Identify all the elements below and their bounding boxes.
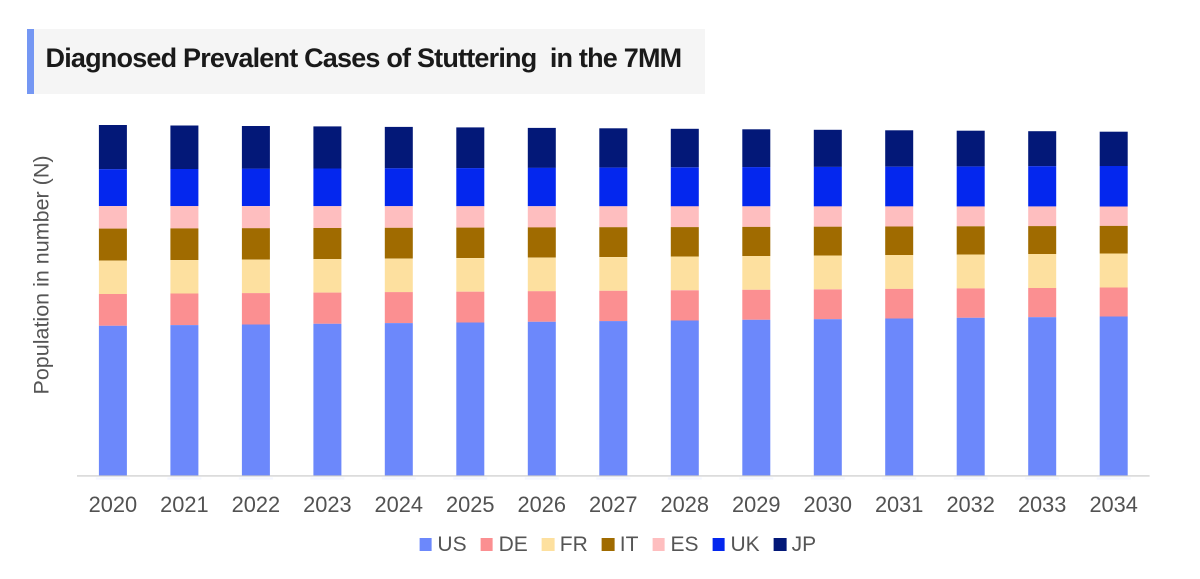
svg-text:2020: 2020 — [89, 492, 138, 517]
svg-text:2030: 2030 — [804, 492, 853, 517]
svg-text:2032: 2032 — [946, 492, 995, 517]
svg-text:2031: 2031 — [875, 492, 924, 517]
svg-text:2024: 2024 — [375, 492, 424, 517]
svg-text:2029: 2029 — [732, 492, 781, 517]
svg-text:2022: 2022 — [232, 492, 281, 517]
svg-text:2023: 2023 — [303, 492, 352, 517]
svg-text:2027: 2027 — [589, 492, 638, 517]
svg-text:2021: 2021 — [160, 492, 209, 517]
svg-text:2034: 2034 — [1089, 492, 1138, 517]
svg-text:2033: 2033 — [1018, 492, 1067, 517]
svg-text:2026: 2026 — [518, 492, 567, 517]
svg-text:2025: 2025 — [446, 492, 495, 517]
svg-text:2028: 2028 — [661, 492, 710, 517]
